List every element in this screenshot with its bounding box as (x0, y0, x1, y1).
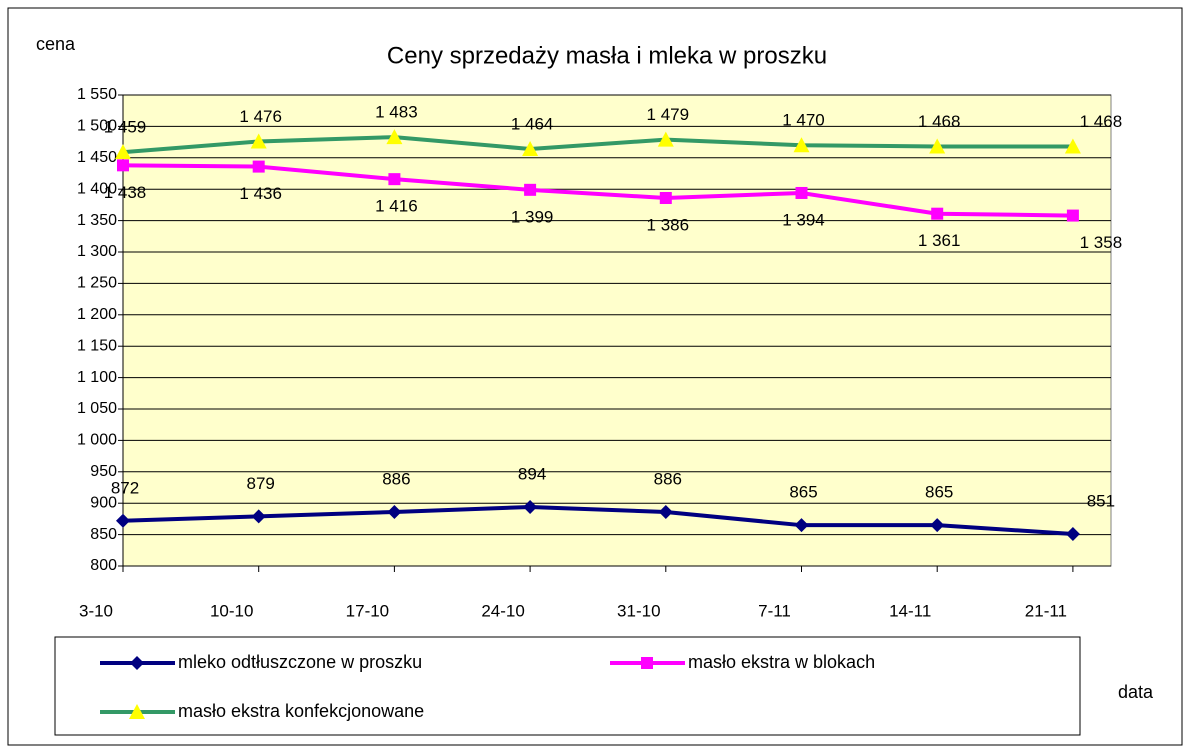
legend-marker (130, 656, 144, 670)
x-tick-label: 24-10 (481, 601, 524, 620)
data-point (252, 160, 265, 173)
data-point (929, 138, 946, 154)
data-point (659, 191, 672, 204)
data-point (388, 173, 401, 186)
data-point (524, 183, 537, 196)
data-label: 865 (789, 483, 817, 502)
y-tick-label: 1 250 (77, 275, 117, 292)
y-tick-label: 950 (90, 463, 117, 480)
legend-marker (641, 657, 653, 669)
data-point (116, 513, 130, 528)
chart-title: Ceny sprzedaży masła i mleka w proszku (387, 42, 827, 69)
y-tick-label: 1 100 (77, 369, 117, 386)
data-point (930, 518, 945, 533)
data-point (794, 518, 809, 533)
data-label: 851 (1087, 491, 1115, 510)
data-label: 879 (247, 474, 275, 493)
data-label: 1 436 (239, 184, 282, 203)
data-point (117, 159, 129, 172)
data-label: 1 468 (918, 112, 961, 131)
data-point (1064, 138, 1081, 154)
data-label: 1 399 (511, 207, 554, 226)
x-tick-label: 10-10 (210, 601, 253, 620)
y-tick-label: 850 (90, 526, 117, 543)
data-point (795, 186, 808, 199)
data-point (522, 141, 539, 157)
data-point (115, 144, 131, 160)
plot-area (122, 94, 1112, 567)
data-point (387, 504, 402, 519)
data-label: 865 (925, 483, 953, 502)
data-point (931, 207, 944, 220)
y-tick-label: 1 400 (77, 180, 117, 197)
y-tick-label: 1 350 (77, 212, 117, 229)
data-point (251, 509, 266, 524)
y-tick-label: 1 500 (77, 118, 117, 135)
data-label: 1 468 (1080, 112, 1123, 131)
y-tick-label: 1 050 (77, 400, 117, 417)
data-point (386, 129, 403, 145)
data-label: 872 (111, 478, 139, 497)
data-point (250, 133, 267, 149)
y-axis-label: cena (36, 34, 76, 54)
series-line (122, 504, 1074, 536)
data-label: 1 394 (782, 210, 825, 229)
data-label: 1 459 (104, 118, 147, 137)
x-tick-label: 17-10 (346, 601, 389, 620)
data-point (1066, 209, 1079, 222)
data-point (658, 504, 673, 519)
data-label: 1 438 (104, 183, 147, 202)
x-axis-label: data (1118, 682, 1154, 702)
y-tick-label: 1 000 (77, 432, 117, 449)
y-tick-label: 1 300 (77, 243, 117, 260)
y-tick-label: 1 150 (77, 337, 117, 354)
data-label: 1 361 (918, 231, 961, 250)
x-tick-label: 31-10 (617, 601, 660, 620)
data-point (1065, 526, 1080, 541)
legend-marker (129, 704, 145, 719)
legend-label: masło ekstra w blokach (688, 652, 875, 672)
y-tick-label: 800 (90, 557, 117, 574)
x-tick-label: 3-10 (79, 601, 113, 620)
data-label: 1 483 (375, 103, 418, 122)
y-tick-label: 1 550 (77, 86, 117, 103)
legend-label: masło ekstra konfekcjonowane (178, 701, 424, 721)
y-tick-label: 1 200 (77, 306, 117, 323)
legend-label: mleko odtłuszczone w proszku (178, 652, 422, 672)
data-label: 1 386 (647, 215, 690, 234)
x-tick-label: 7-11 (758, 601, 791, 620)
data-point (793, 137, 810, 153)
data-label: 1 470 (782, 111, 825, 130)
y-tick-label: 1 450 (77, 149, 117, 166)
data-point (523, 499, 538, 514)
legend (54, 636, 1081, 736)
data-label: 1 416 (375, 197, 418, 216)
x-tick-label: 21-11 (1025, 601, 1067, 620)
data-label: 1 358 (1080, 233, 1123, 252)
data-point (657, 131, 674, 147)
y-tick-label: 900 (90, 494, 117, 511)
x-tick-label: 14-11 (889, 601, 931, 620)
data-label: 1 476 (239, 107, 282, 126)
data-label: 886 (654, 469, 682, 488)
series-line (122, 163, 1073, 218)
series-line (122, 135, 1073, 155)
data-label: 1 464 (511, 114, 554, 133)
data-label: 1 479 (647, 105, 690, 124)
data-label: 894 (518, 464, 546, 483)
data-label: 886 (382, 469, 410, 488)
